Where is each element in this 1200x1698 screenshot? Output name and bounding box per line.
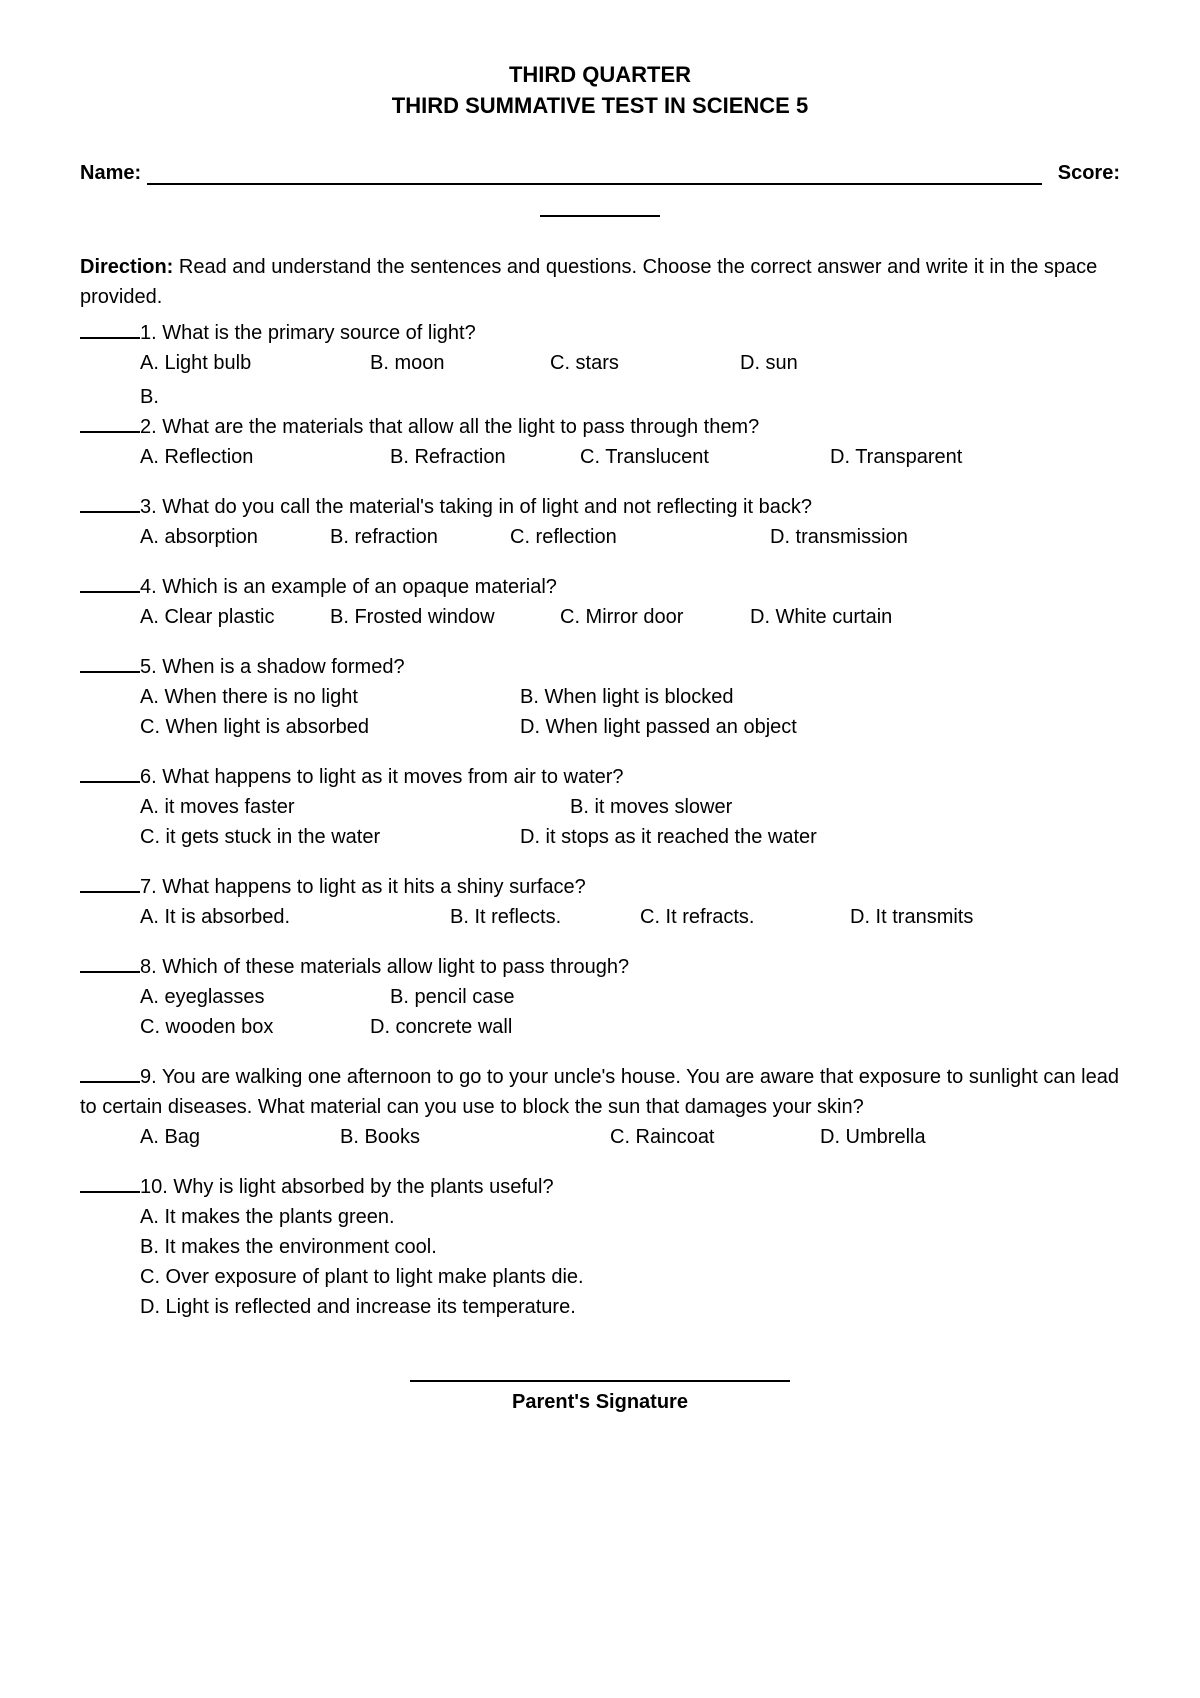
question-8: 8. Which of these materials allow light … [80,952,1120,1042]
name-blank[interactable] [147,163,1042,185]
answer-blank-5[interactable] [80,655,140,673]
q9-opt-b: B. Books [340,1122,610,1152]
name-score-row: Name: Score: [80,162,1120,185]
answer-blank-4[interactable] [80,575,140,593]
q6-opt-c: C. it gets stuck in the water [140,822,520,852]
q7-opt-d: D. It transmits [850,902,1013,932]
q8-opt-a: A. eyeglasses [140,982,390,1012]
header-line-2: THIRD SUMMATIVE TEST IN SCIENCE 5 [80,91,1120,122]
q8-text: 8. Which of these materials allow light … [140,956,629,978]
q2-opt-d: D. Transparent [830,442,1002,472]
direction-bold: Direction: [80,256,173,278]
direction-text: Direction: Read and understand the sente… [80,252,1120,312]
q5-opt-a: A. When there is no light [140,682,520,712]
q10-opt-d: D. Light is reflected and increase its t… [80,1292,1120,1322]
q4-opt-b: B. Frosted window [330,602,560,632]
q3-opt-a: A. absorption [140,522,330,552]
score-blank-row [80,195,1120,222]
q1-opt-a: A. Light bulb [140,348,370,378]
name-field-group: Name: [80,162,1048,185]
q1-opt-d: D. sun [740,348,838,378]
q2-opt-b: B. Refraction [390,442,580,472]
name-label: Name: [80,162,141,185]
q4-opt-a: A. Clear plastic [140,602,330,632]
answer-blank-3[interactable] [80,495,140,513]
q2-text: 2. What are the materials that allow all… [140,416,759,438]
q3-opt-b: B. refraction [330,522,510,552]
q9-opt-c: C. Raincoat [610,1122,820,1152]
q6-opt-d: D. it stops as it reached the water [520,822,857,852]
q1-opt-c: C. stars [550,348,740,378]
answer-blank-7[interactable] [80,875,140,893]
q1-text: 1. What is the primary source of light? [140,322,476,344]
question-9: 9. You are walking one afternoon to go t… [80,1062,1120,1152]
q5-text: 5. When is a shadow formed? [140,656,405,678]
question-4: 4. Which is an example of an opaque mate… [80,572,1120,632]
signature-label: Parent's Signature [80,1391,1120,1414]
question-1: 1. What is the primary source of light? … [80,318,1120,378]
q7-opt-a: A. It is absorbed. [140,902,450,932]
score-blank[interactable] [540,195,660,217]
q9-opt-d: D. Umbrella [820,1122,966,1152]
q4-opt-c: C. Mirror door [560,602,750,632]
q8-opt-d: D. concrete wall [370,1012,552,1042]
q5-opt-b: B. When light is blocked [520,682,773,712]
q8-opt-c: C. wooden box [140,1012,370,1042]
q7-text: 7. What happens to light as it hits a sh… [140,876,586,898]
signature-line[interactable] [410,1362,790,1382]
answer-blank-2[interactable] [80,415,140,433]
answer-blank-1[interactable] [80,321,140,339]
stray-option-b: B. [80,382,1120,412]
q2-opt-a: A. Reflection [140,442,390,472]
q5-opt-c: C. When light is absorbed [140,712,520,742]
signature-section: Parent's Signature [80,1362,1120,1414]
q10-opt-b: B. It makes the environment cool. [80,1232,1120,1262]
q7-opt-c: C. It refracts. [640,902,850,932]
q3-text: 3. What do you call the material's takin… [140,496,812,518]
q1-opt-b: B. moon [370,348,550,378]
score-label: Score: [1058,162,1120,185]
q7-opt-b: B. It reflects. [450,902,640,932]
q10-text: 10. Why is light absorbed by the plants … [140,1176,554,1198]
q9-opt-a: A. Bag [140,1122,340,1152]
question-10: 10. Why is light absorbed by the plants … [80,1172,1120,1322]
direction-body: Read and understand the sentences and qu… [80,256,1097,308]
q10-opt-c: C. Over exposure of plant to light make … [80,1262,1120,1292]
answer-blank-9[interactable] [80,1065,140,1083]
question-2: 2. What are the materials that allow all… [80,412,1120,472]
q10-opt-a: A. It makes the plants green. [80,1202,1120,1232]
answer-blank-8[interactable] [80,955,140,973]
worksheet-page: THIRD QUARTER THIRD SUMMATIVE TEST IN SC… [0,0,1200,1698]
answer-blank-10[interactable] [80,1175,140,1193]
q4-opt-d: D. White curtain [750,602,932,632]
question-3: 3. What do you call the material's takin… [80,492,1120,552]
q6-opt-a: A. it moves faster [140,792,570,822]
answer-blank-6[interactable] [80,765,140,783]
question-5: 5. When is a shadow formed? A. When ther… [80,652,1120,742]
header-line-1: THIRD QUARTER [80,60,1120,91]
question-6: 6. What happens to light as it moves fro… [80,762,1120,852]
q9-text: 9. You are walking one afternoon to go t… [80,1066,1119,1118]
q6-text: 6. What happens to light as it moves fro… [140,766,624,788]
q3-opt-d: D. transmission [770,522,948,552]
q4-text: 4. Which is an example of an opaque mate… [140,576,557,598]
q5-opt-d: D. When light passed an object [520,712,837,742]
q3-opt-c: C. reflection [510,522,770,552]
q6-opt-b: B. it moves slower [570,792,772,822]
q8-opt-b: B. pencil case [390,982,555,1012]
q2-opt-c: C. Translucent [580,442,830,472]
worksheet-header: THIRD QUARTER THIRD SUMMATIVE TEST IN SC… [80,60,1120,122]
question-7: 7. What happens to light as it hits a sh… [80,872,1120,932]
